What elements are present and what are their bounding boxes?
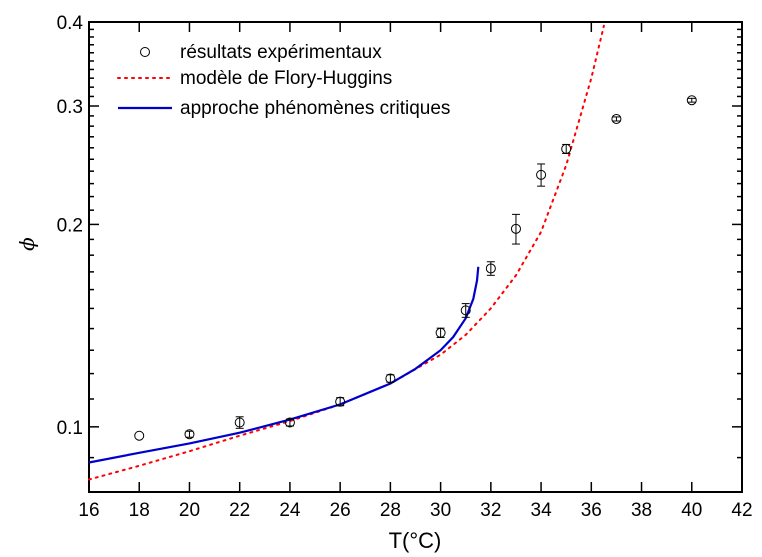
data-point — [184, 429, 195, 440]
x-tick-label: 40 — [681, 500, 702, 521]
y-tick-label: 0.3 — [57, 97, 83, 118]
y-tick-label: 0.4 — [57, 13, 84, 34]
x-tick-label: 22 — [229, 500, 250, 521]
critical-approach-line — [88, 266, 480, 464]
legend: résultats expérimentaux modèle de Flory-H… — [117, 42, 450, 119]
legend-marker — [140, 47, 150, 57]
x-tick-label: 30 — [430, 500, 451, 521]
data-point — [284, 417, 295, 428]
legend-label: modèle de Flory-Huggins — [180, 68, 392, 89]
x-axis-title: T(°C) — [389, 528, 442, 553]
x-tick-label: 32 — [480, 500, 501, 521]
x-tick-label: 28 — [380, 500, 401, 521]
x-tick-label: 42 — [731, 500, 752, 521]
y-axis-title: ϕ — [15, 237, 39, 251]
series-layer — [88, 24, 697, 481]
flory-huggins-line — [88, 24, 605, 481]
data-point — [234, 417, 245, 428]
data-point — [385, 373, 396, 384]
legend-label: résultats expérimentaux — [180, 42, 382, 63]
data-point — [510, 223, 521, 234]
data-point — [686, 95, 697, 106]
y-tick-label: 0.2 — [57, 215, 83, 236]
data-point — [536, 169, 547, 180]
data-point — [485, 263, 496, 274]
axis-ticks: 16 18 20 22 24 26 28 30 32 34 36 38 40 42 0.1 0.2 0.3 0.4 — [57, 13, 753, 521]
data-point — [561, 143, 572, 154]
x-tick-label: 20 — [179, 500, 200, 521]
x-tick-label: 38 — [631, 500, 652, 521]
x-tick-label: 34 — [531, 500, 553, 521]
x-tick-label: 26 — [330, 500, 351, 521]
x-tick-label: 16 — [78, 500, 99, 521]
data-point — [460, 305, 471, 316]
data-point — [611, 113, 622, 124]
data-point — [134, 430, 145, 441]
y-tick-label: 0.1 — [57, 418, 83, 439]
plot-frame — [88, 21, 743, 493]
data-point — [435, 327, 446, 338]
x-tick-label: 24 — [279, 500, 301, 521]
legend-label: approche phénomènes critiques — [180, 98, 450, 119]
data-point — [335, 396, 346, 407]
x-tick-label: 36 — [581, 500, 602, 521]
x-tick-label: 18 — [129, 500, 150, 521]
